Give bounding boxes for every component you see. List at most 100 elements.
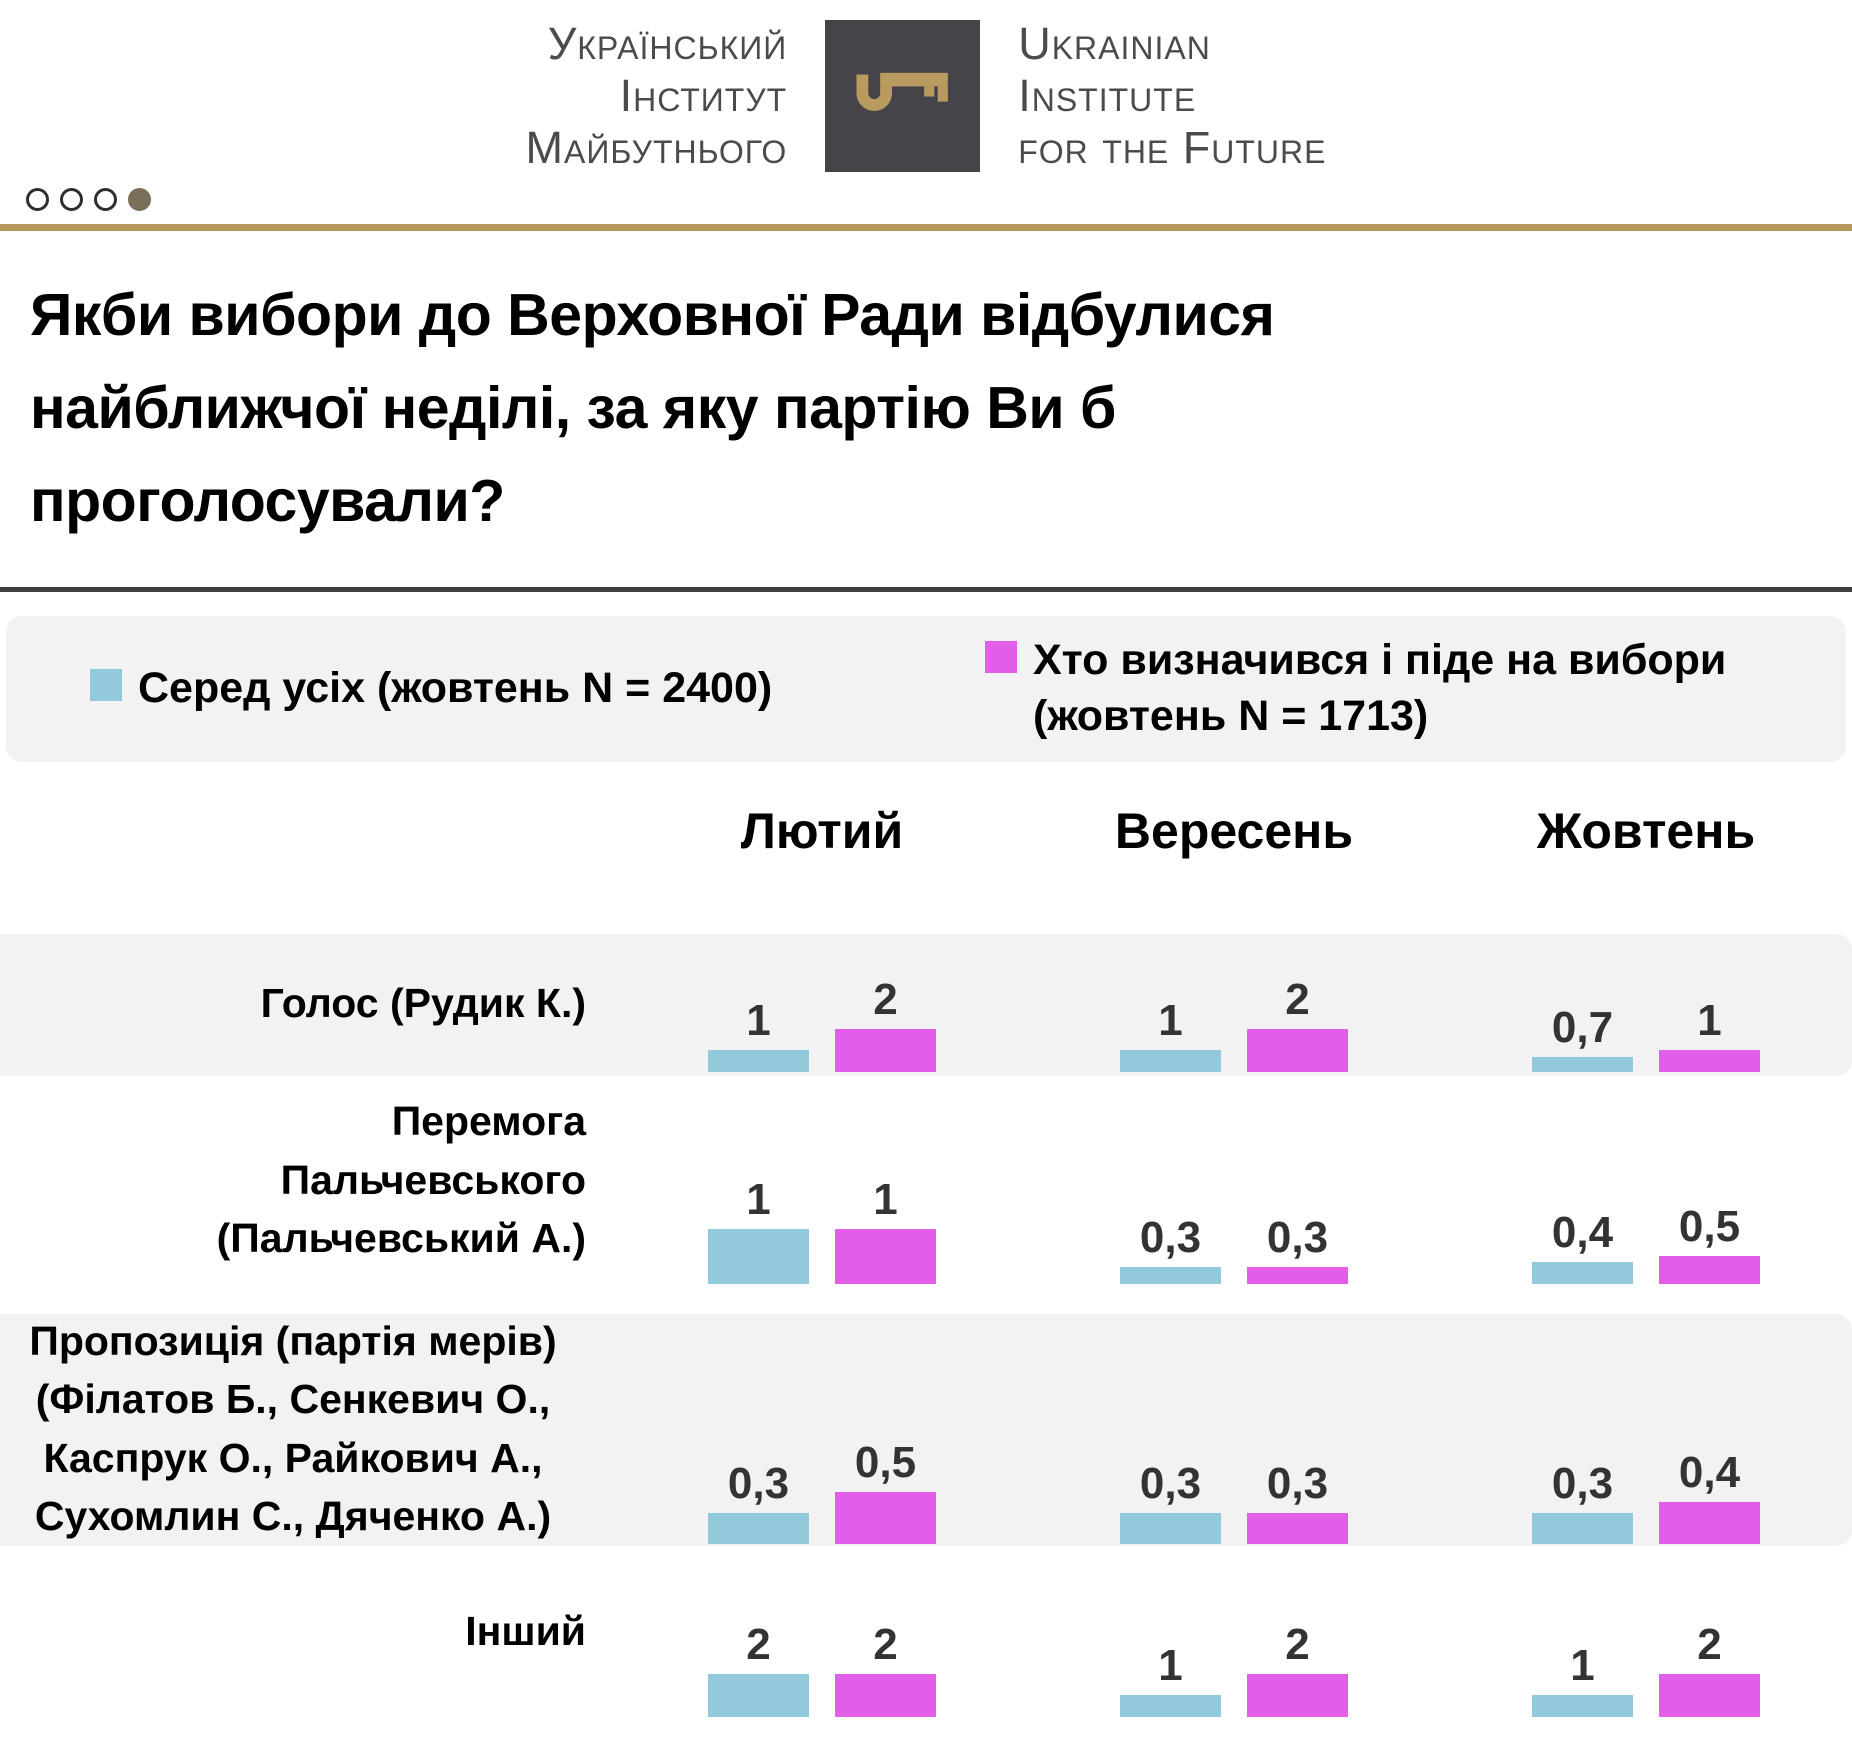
bar-value-label: 0,3 — [1139, 1458, 1202, 1508]
bar-group-all: 1 — [708, 1177, 809, 1284]
pagination-dots — [26, 188, 1852, 212]
party-label-line: Каспрук О., Райкович А., — [43, 1434, 543, 1481]
pagination-dot-active[interactable] — [128, 188, 151, 211]
bar-group-decided: 1 — [1659, 995, 1760, 1072]
bar-decided — [835, 1673, 936, 1717]
bar-value-label: 2 — [1285, 1619, 1310, 1669]
bar-all — [708, 1673, 809, 1717]
title-line: проголосували? — [30, 468, 505, 535]
legend-label-line: (жовтень N = 1713) — [1033, 691, 1429, 740]
bar-value-label: 0,5 — [1678, 1201, 1741, 1251]
month-header-february: Лютий — [740, 802, 904, 859]
pagination-dot[interactable] — [60, 188, 83, 211]
bar-decided — [1247, 1028, 1348, 1072]
bar-group-all: 1 — [1532, 1643, 1633, 1717]
logo-line: Український — [547, 18, 788, 70]
pagination-dot[interactable] — [94, 188, 117, 211]
month-cell: 0,3 0,3 — [1028, 1212, 1440, 1284]
party-label-line: (Пальчевський А.) — [216, 1214, 586, 1261]
bar-decided — [1659, 1255, 1760, 1284]
logo-line: Майбутнього — [525, 121, 788, 173]
logo-text-english: Ukrainian Institute for the Future — [1018, 18, 1326, 173]
logo-text-ukrainian: Український Інститут Майбутнього — [526, 18, 788, 173]
party-row: Перемога Пальчевського (Пальчевський А.) 1 1… — [0, 1076, 1852, 1314]
legend-swatch-blue — [90, 668, 122, 701]
legend-label: Хто визначився і піде на вибори (жовтень… — [1033, 633, 1726, 745]
bar-all — [1120, 1512, 1221, 1544]
party-label-line: Голос (Рудик К.) — [260, 979, 586, 1026]
bar-group-decided: 1 — [835, 1174, 936, 1284]
bar-decided — [1659, 1673, 1760, 1717]
bar-group-decided: 2 — [835, 977, 936, 1072]
bar-value-label: 2 — [873, 1619, 898, 1669]
bar-value-label: 1 — [1697, 995, 1722, 1045]
bar-all — [708, 1228, 809, 1284]
bar-group-decided: 2 — [1659, 1622, 1760, 1717]
month-cell: 0,3 0,4 — [1440, 1447, 1852, 1544]
bar-decided — [1247, 1266, 1348, 1284]
bar-value-label: 2 — [1285, 974, 1310, 1024]
pagination-dot[interactable] — [26, 188, 49, 211]
month-cell: 0,3 0,5 — [616, 1437, 1028, 1544]
month-headers: Лютий Вересень Жовтень — [0, 802, 1852, 860]
bar-all — [708, 1049, 809, 1072]
party-label: Пропозиція (партія мерів) (Філатов Б., Се… — [0, 1312, 616, 1545]
bar-group-decided: 2 — [835, 1619, 936, 1717]
party-row: Інший 2 2 1 2 1 2 — [0, 1546, 1852, 1739]
bar-value-label: 2 — [746, 1619, 771, 1669]
logo-box — [825, 20, 981, 172]
bar-value-label: 0,4 — [1678, 1447, 1741, 1497]
bar-group-decided: 0,3 — [1247, 1461, 1348, 1544]
bar-value-label: 0,3 — [1266, 1212, 1329, 1262]
bar-decided — [835, 1028, 936, 1072]
party-label: Інший — [0, 1602, 616, 1660]
legend-item-decided: Хто визначився і піде на вибори (жовтень… — [985, 633, 1726, 745]
party-label-line: Інший — [465, 1608, 586, 1655]
bar-all — [1532, 1512, 1633, 1544]
party-label-line: Пропозиція (партія мерів) — [29, 1318, 557, 1365]
bar-group-all: 1 — [1120, 998, 1221, 1072]
bar-group-all: 0,7 — [1532, 1005, 1633, 1072]
bar-group-decided: 2 — [1247, 974, 1348, 1072]
party-label: Перемога Пальчевського (Пальчевський А.) — [0, 1092, 616, 1267]
party-label-line: Сухомлин С., Дяченко А.) — [34, 1492, 552, 1539]
bar-value-label: 1 — [746, 995, 771, 1045]
legend-swatch-magenta — [985, 640, 1017, 673]
bar-decided — [835, 1228, 936, 1284]
logo-line: Інститут — [619, 70, 788, 122]
bar-value-label: 1 — [1158, 1640, 1183, 1690]
month-cell: 0,4 0,5 — [1440, 1201, 1852, 1284]
title-line: Якби вибори до Верховної Ради відбулися — [30, 282, 1275, 348]
bar-value-label: 0,3 — [727, 1458, 790, 1508]
legend-label: Серед усіх (жовтень N = 2400) — [138, 661, 772, 717]
bar-group-decided: 0,3 — [1247, 1212, 1348, 1284]
party-label-line: Пальчевського — [280, 1156, 586, 1203]
bar-group-all: 0,3 — [1120, 1212, 1221, 1284]
gold-divider — [0, 224, 1852, 231]
bar-value-label: 1 — [873, 1174, 898, 1224]
legend-label-line: Серед усіх (жовтень N = 2400) — [138, 663, 773, 712]
logo-line: for the Future — [1018, 121, 1327, 173]
legend-label-line: Хто визначився і піде на вибори — [1033, 635, 1727, 684]
bar-value-label: 0,3 — [1139, 1212, 1202, 1262]
party-rows: Голос (Рудик К.) 1 2 1 2 0,7 1 Перемога Пальчевс… — [0, 933, 1852, 1739]
bar-decided — [1659, 1501, 1760, 1544]
bar-decided — [1659, 1049, 1760, 1072]
key-icon — [848, 61, 958, 132]
bar-group-all: 1 — [708, 995, 809, 1072]
bar-group-decided: 2 — [1247, 1619, 1348, 1717]
party-row: Пропозиція (партія мерів) (Філатов Б., Се… — [0, 1312, 1852, 1546]
bar-all — [708, 1512, 809, 1544]
bar-group-all: 0,4 — [1532, 1210, 1633, 1284]
bar-group-decided: 0,5 — [1659, 1201, 1760, 1284]
page-title: Якби вибори до Верховної Ради відбулися … — [30, 269, 1822, 549]
bar-all — [1532, 1261, 1633, 1284]
logo-line: Ukrainian — [1018, 18, 1211, 70]
bar-value-label: 0,5 — [854, 1437, 917, 1487]
